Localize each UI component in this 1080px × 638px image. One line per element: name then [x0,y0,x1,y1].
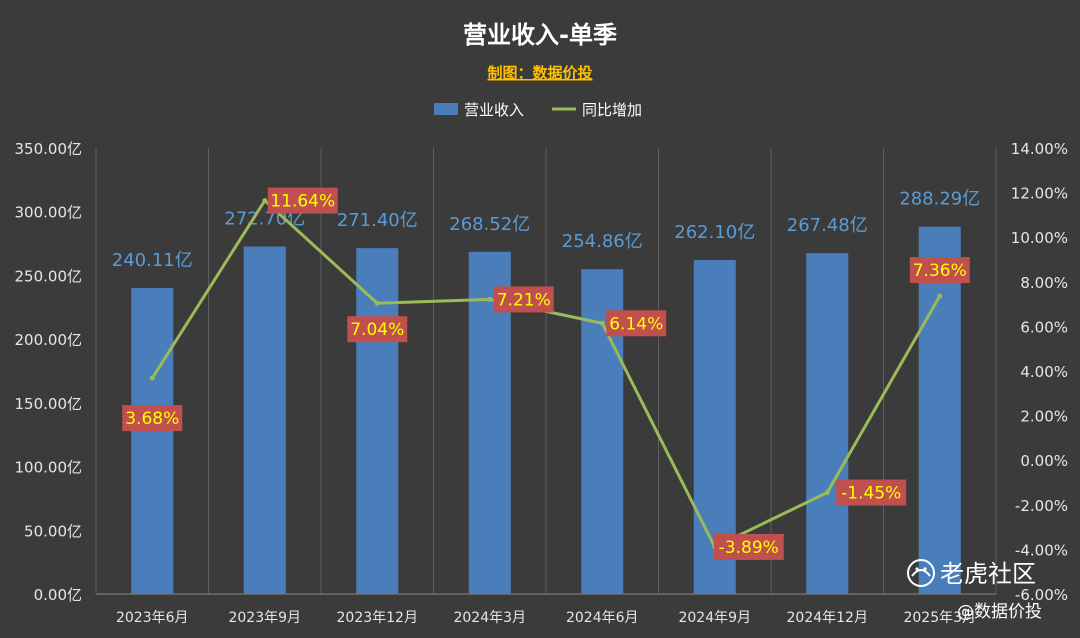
left-tick-label: 50.00亿 [24,522,82,540]
pct-label: 7.21% [497,290,551,310]
bar [356,248,399,594]
x-tick-label: 2023年9月 [228,610,301,626]
pct-label-box [122,405,183,432]
pct-label-box [909,257,970,284]
pct-label-box [836,479,907,506]
pct-label: 7.04% [350,320,404,340]
bar-series [131,226,961,594]
chart-subtitle: 制图：数据价投 [487,64,592,82]
bar-value-label: 272.70亿 [224,209,305,230]
bar-data-labels: 240.11亿 272.70亿 271.40亿 268.52亿 254.86亿 262.1… [112,189,980,271]
left-tick-label: 150.00亿 [15,395,83,413]
line-point [824,490,830,496]
line-point [487,296,493,302]
pct-label: 6.14% [609,314,663,334]
bar-value-label: 254.86亿 [562,231,643,252]
bar-value-label: 262.10亿 [674,222,755,243]
bar-value-label: 288.29亿 [899,189,980,210]
bar [806,253,849,594]
right-tick-label: 6.00% [1020,318,1068,336]
right-tick-label: -2.00% [1015,497,1068,515]
pct-label-box [493,286,554,313]
pct-label-box [347,316,408,343]
legend: 营业收入 同比增加 [434,101,642,119]
line-point [937,293,943,299]
pct-label: -3.89% [719,538,779,558]
left-tick-label: 300.00亿 [15,204,83,222]
left-tick-label: 200.00亿 [15,331,83,349]
right-tick-label: 2.00% [1020,408,1068,426]
x-tick-label: 2025年3月 [903,610,976,626]
right-tick-label: -4.00% [1015,541,1068,559]
right-axis-ticks: -6.00% -4.00% -2.00% 0.00% 2.00% 4.00% 6.00% 8.… [1011,140,1068,604]
pct-label: 11.64% [270,192,335,212]
left-tick-label: 350.00亿 [15,140,83,158]
x-tick-label: 2024年3月 [453,610,526,626]
x-tick-label: 2024年12月 [787,610,868,626]
bar-value-label: 267.48亿 [787,215,868,236]
watermark-handle: @数据价投 [957,602,1042,622]
right-tick-label: -6.00% [1015,586,1068,604]
right-tick-label: 0.00% [1020,452,1068,470]
right-tick-label: 12.00% [1011,185,1068,203]
legend-label-line: 同比增加 [582,101,642,119]
left-tick-label: 250.00亿 [15,267,83,285]
pct-label: 3.68% [125,409,179,429]
right-tick-label: 10.00% [1011,229,1068,247]
x-tick-label: 2023年12月 [337,610,418,626]
x-tick-label: 2024年9月 [678,610,751,626]
line-point [599,320,605,326]
line-point [149,375,155,381]
tiger-logo-icon [907,559,935,587]
bar [918,226,961,594]
line-point [374,300,380,306]
line-point [262,198,268,204]
pct-label-box [713,533,784,560]
line-data-labels: 3.68% 11.64% 7.04% 7.21% 6.14% -3.89% -1.45% 7.… [122,187,970,560]
pct-label: 7.36% [913,261,967,281]
x-tick-label: 2023年6月 [116,610,189,626]
chart-title: 营业收入-单季 [463,21,617,49]
right-tick-label: 8.00% [1020,274,1068,292]
left-tick-label: 100.00亿 [15,459,83,477]
x-axis-ticks: 2023年6月 2023年9月 2023年12月 2024年3月 2024年6月 2024… [116,610,976,626]
left-tick-label: 0.00亿 [34,586,82,604]
x-tick-label: 2024年6月 [566,610,639,626]
bar-value-label: 240.11亿 [112,250,193,271]
bar-value-label: 271.40亿 [337,210,418,231]
legend-swatch-bar [434,103,458,115]
right-tick-label: 14.00% [1011,140,1068,158]
pct-label-box [606,310,667,337]
bar [131,288,174,594]
bar-value-label: 268.52亿 [449,214,530,235]
right-tick-label: 4.00% [1020,363,1068,381]
bar [243,246,286,594]
watermark-brand: 老虎社区 [940,560,1036,588]
watermark: 老虎社区 @数据价投 [907,559,1042,622]
pct-label-box [267,187,338,214]
legend-label-bar: 营业收入 [464,101,524,119]
pct-label: -1.45% [841,484,901,504]
left-axis-ticks: 0.00亿 50.00亿 100.00亿 150.00亿 200.00亿 250.00亿 3… [15,140,83,604]
